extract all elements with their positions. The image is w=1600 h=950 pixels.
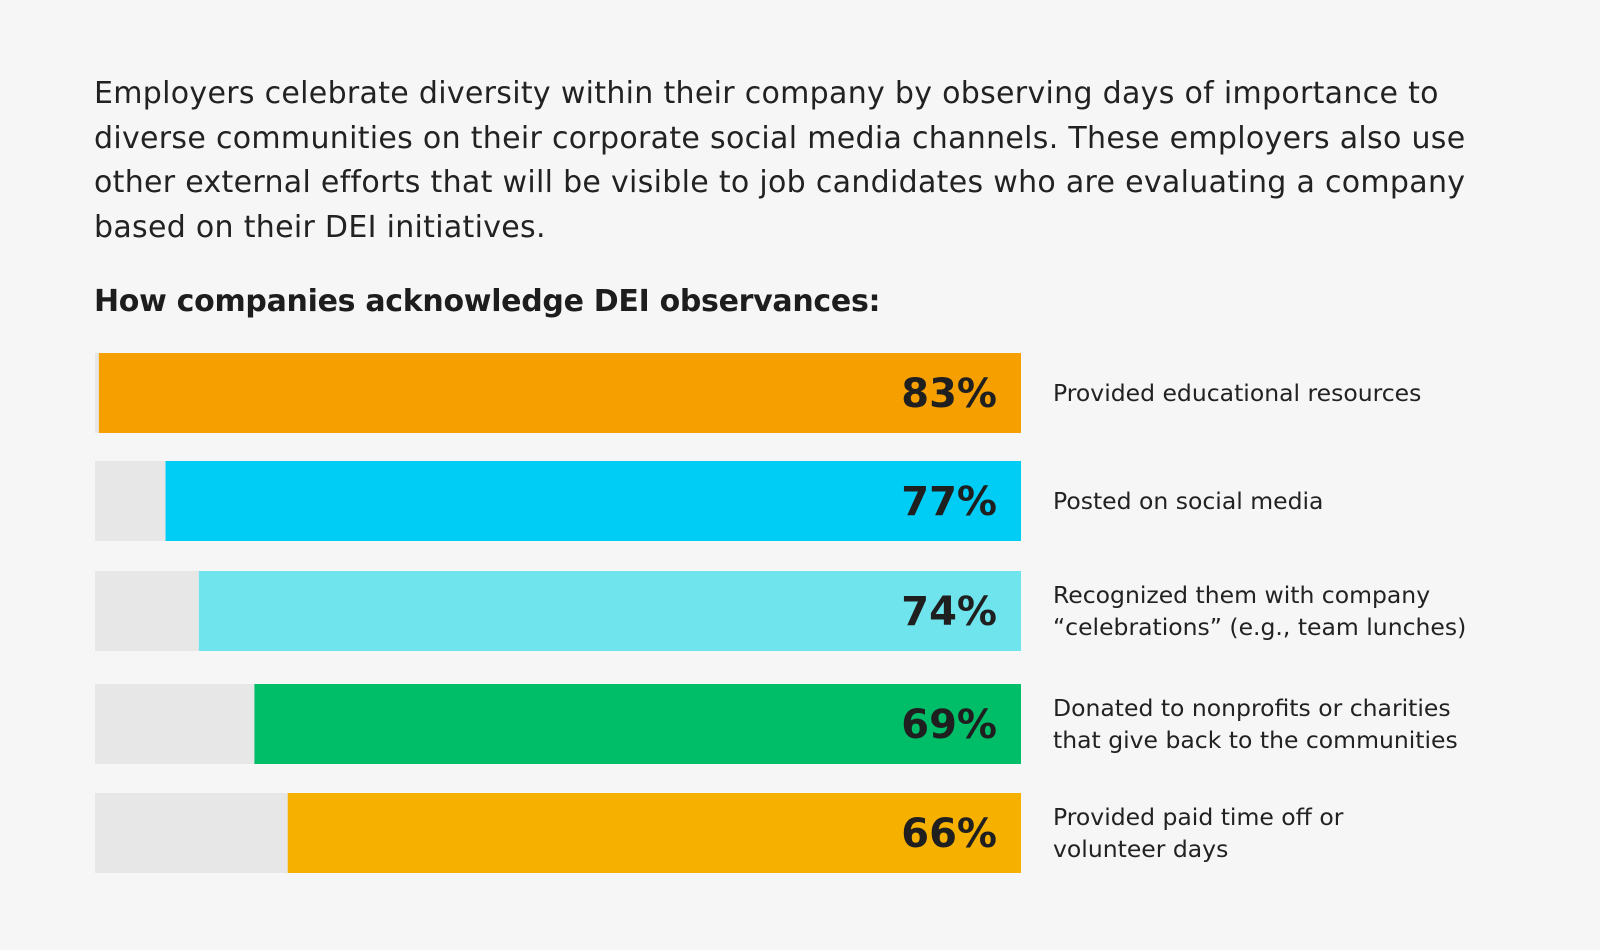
chart-title: How companies acknowledge DEI observance… (94, 284, 881, 319)
category-label-line: Recognized them with company (1053, 581, 1430, 609)
bar (287, 793, 1021, 873)
data-label: 69% (901, 702, 997, 748)
category-label: Provided educational resources (1053, 379, 1421, 407)
category-label: Recognized them with company “celebration… (1053, 581, 1466, 641)
bar-row: 66% Provided paid time off or volunteer da… (95, 793, 1344, 873)
intro-paragraph: Employers celebrate diversity within the… (94, 76, 1466, 245)
bar (254, 684, 1021, 764)
data-label: 66% (901, 811, 997, 857)
category-label-line: “celebrations” (e.g., team lunches) (1053, 613, 1466, 641)
category-label-line: Provided paid time off or (1053, 803, 1344, 831)
category-label: Provided paid time off or volunteer days (1053, 803, 1344, 863)
category-label-line: Posted on social media (1053, 487, 1323, 515)
bar-row: 77% Posted on social media (95, 461, 1323, 541)
data-label: 83% (901, 371, 997, 417)
category-label-line: volunteer days (1053, 835, 1228, 863)
bar (165, 461, 1021, 541)
category-label-line: Provided educational resources (1053, 379, 1421, 407)
data-label: 77% (901, 479, 997, 525)
category-label-line: that give back to the communities (1053, 726, 1458, 754)
bar (198, 571, 1022, 651)
bar (98, 353, 1022, 433)
category-label: Donated to nonprofits or charities that g… (1053, 694, 1458, 754)
category-label-line: Donated to nonprofits or charities (1053, 694, 1451, 722)
bar-row: 83% Provided educational resources (95, 353, 1421, 433)
data-label: 74% (901, 589, 997, 635)
bar-row: 74% Recognized them with company “celebrat… (95, 571, 1466, 651)
category-label: Posted on social media (1053, 487, 1323, 515)
bar-row: 69% Donated to nonprofits or charities tha… (95, 684, 1458, 764)
